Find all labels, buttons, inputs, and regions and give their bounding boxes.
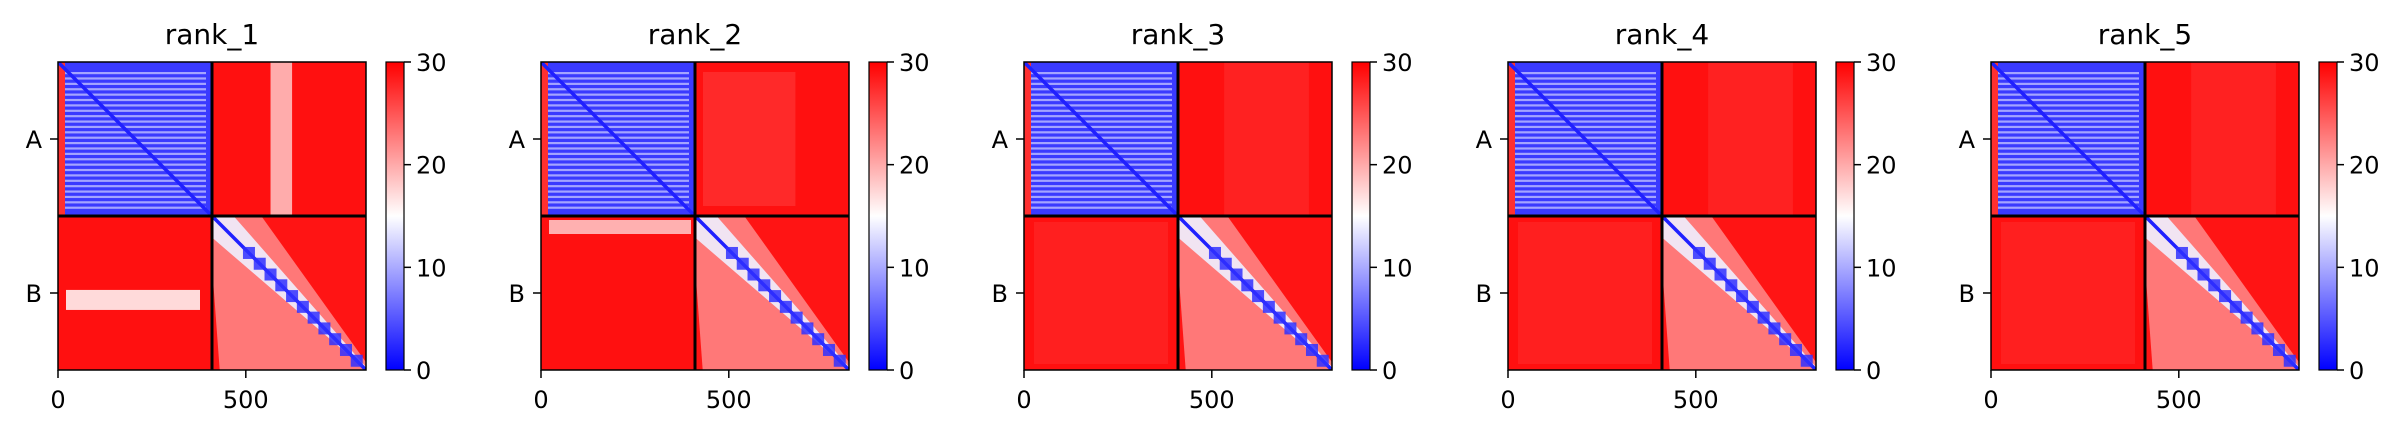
- colorbar-tick-label: 20: [416, 152, 447, 180]
- colorbar-tick-label: 0: [2349, 357, 2364, 385]
- colorbar: [385, 61, 405, 371]
- colorbar-tick-label: 20: [899, 152, 930, 180]
- plot-frame: [57, 61, 367, 371]
- heatmap: [1024, 62, 1332, 370]
- panel-rank_4: rank_4 0 500 A B 0 10 20 30: [1476, 18, 1897, 414]
- chain-label-B: B: [509, 280, 525, 308]
- colorbar-tick-label: 20: [1382, 152, 1413, 180]
- chain-label-A: A: [992, 126, 1009, 154]
- x-tick-label: 500: [706, 386, 752, 414]
- chain-label-A: A: [26, 126, 43, 154]
- x-tick-label: 500: [2156, 386, 2202, 414]
- panel-title: rank_4: [1615, 18, 1709, 51]
- panel-rank_3: rank_3 0 500 A B 0 10 20 30: [992, 18, 1413, 414]
- colorbar-tick-label: 20: [2349, 152, 2380, 180]
- colorbar-tick-label: 30: [899, 49, 930, 77]
- plot-frame: [1507, 61, 1817, 371]
- colorbar: [1351, 61, 1371, 371]
- panel-title: rank_5: [2098, 18, 2192, 51]
- chain-label-A: A: [509, 126, 526, 154]
- panel-title: rank_1: [165, 18, 259, 51]
- chain-label-B: B: [1476, 280, 1492, 308]
- x-tick-label: 0: [1500, 386, 1515, 414]
- colorbar-tick-label: 0: [899, 357, 914, 385]
- chain-label-B: B: [1959, 280, 1975, 308]
- panel-rank_1: rank_1 0 500 A B 0 10 20 30: [26, 18, 447, 414]
- colorbar-tick-label: 0: [1866, 357, 1881, 385]
- colorbar-tick-label: 30: [1382, 49, 1413, 77]
- panel-rank_2: rank_2 0 500 A B 0 10 20 30: [509, 18, 930, 414]
- colorbar-tick-label: 30: [2349, 49, 2380, 77]
- plot-frame: [1990, 61, 2300, 371]
- colorbar-tick-label: 0: [416, 357, 431, 385]
- colorbar-tick-label: 20: [1866, 152, 1897, 180]
- colorbar: [1835, 61, 1855, 371]
- panel-rank_5: rank_5 0 500 A B 0 10 20 30: [1959, 18, 2380, 414]
- x-tick-label: 0: [533, 386, 548, 414]
- x-tick-label: 500: [1673, 386, 1719, 414]
- colorbar-tick-label: 10: [1866, 254, 1897, 282]
- colorbar: [868, 61, 888, 371]
- colorbar-tick-label: 10: [899, 254, 930, 282]
- x-tick-label: 0: [50, 386, 65, 414]
- panel-title: rank_3: [1131, 18, 1225, 51]
- colorbar-tick-label: 0: [1382, 357, 1397, 385]
- x-tick-label: 0: [1016, 386, 1031, 414]
- x-tick-label: 0: [1983, 386, 1998, 414]
- chain-label-B: B: [992, 280, 1008, 308]
- x-tick-label: 500: [1189, 386, 1235, 414]
- panel-title: rank_2: [648, 18, 742, 51]
- colorbar-tick-label: 30: [416, 49, 447, 77]
- colorbar-tick-label: 10: [1382, 254, 1413, 282]
- chain-label-A: A: [1959, 126, 1976, 154]
- colorbar: [2318, 61, 2338, 371]
- chain-label-B: B: [26, 280, 42, 308]
- plot-frame: [540, 61, 850, 371]
- colorbar-tick-label: 30: [1866, 49, 1897, 77]
- chain-label-A: A: [1476, 126, 1493, 154]
- colorbar-tick-label: 10: [2349, 254, 2380, 282]
- plot-frame: [1023, 61, 1333, 371]
- x-tick-label: 500: [223, 386, 269, 414]
- colorbar-tick-label: 10: [416, 254, 447, 282]
